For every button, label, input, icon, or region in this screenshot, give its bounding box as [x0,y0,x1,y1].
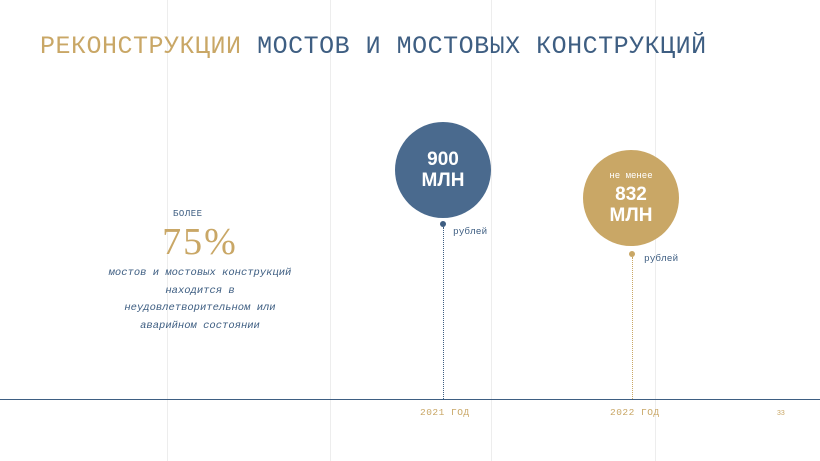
milestone-amount: 900 [427,149,459,170]
milestone-unit: МЛН [421,170,465,191]
stat-prefix: БОЛЕЕ [173,209,203,219]
title-accent: РЕКОНСТРУКЦИИ [40,32,242,61]
stat-description: мостов и мостовых конструкций находится … [108,267,292,332]
milestone-prefix: не менее [609,171,653,181]
timeline-axis [0,399,820,400]
stat-value: 75% [162,221,238,263]
page-number: 33 [777,410,785,417]
milestone-unit: МЛН [609,205,653,226]
title-rest: МОСТОВ И МОСТОВЫХ КОНСТРУКЦИЙ [257,32,707,61]
milestone-stem [443,227,444,399]
guide-line [167,0,168,461]
milestone-year: 2021 ГОД [420,407,470,418]
milestone-currency: рублей [453,226,488,237]
guide-line [330,0,331,461]
milestone-bubble-2022: не менее 832 МЛН [583,150,679,246]
milestone-stem [632,257,633,399]
milestone-bubble-2021: 900 МЛН [395,122,491,218]
milestone-currency: рублей [644,253,679,264]
guide-line [491,0,492,461]
milestone-dot [440,221,446,227]
milestone-dot [629,251,635,257]
milestone-amount: 832 [615,184,647,205]
slide-title: РЕКОНСТРУКЦИИ МОСТОВ И МОСТОВЫХ КОНСТРУК… [40,28,707,65]
milestone-year: 2022 ГОД [610,407,660,418]
